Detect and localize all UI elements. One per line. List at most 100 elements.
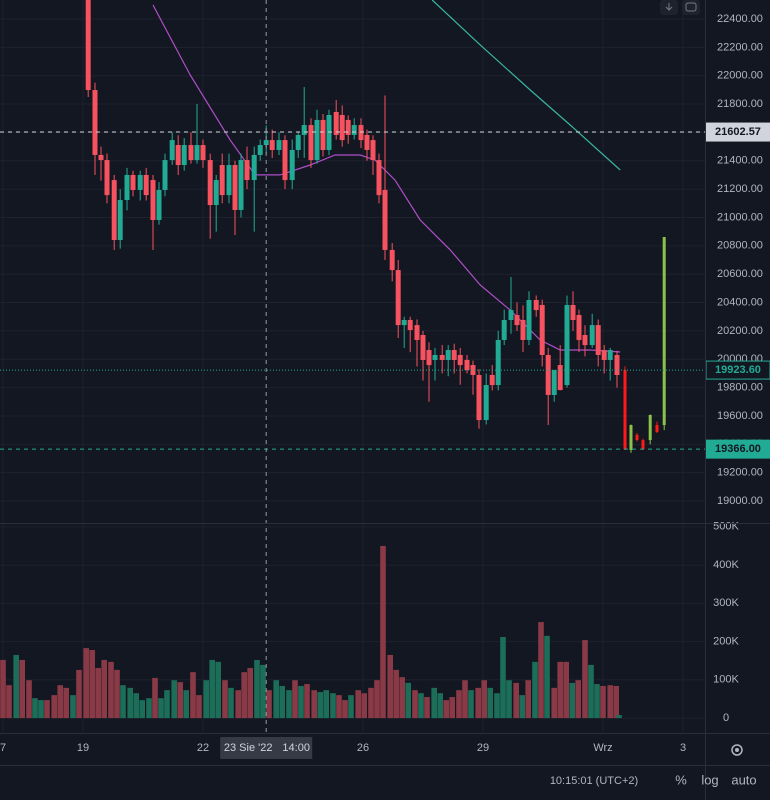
candle-body <box>263 140 269 146</box>
y-tick-label: 500K <box>713 521 739 533</box>
volume-bar <box>544 635 550 719</box>
volume-bar <box>500 636 506 719</box>
volume-bar <box>83 648 89 719</box>
settings-icon[interactable] <box>731 744 743 756</box>
candle-body <box>420 335 426 360</box>
candle-body <box>641 440 645 450</box>
y-tick-label: 19800.00 <box>717 382 763 394</box>
candle-body <box>662 237 666 426</box>
candle-body <box>370 140 376 161</box>
crosshair-date: 23 Sie '22 <box>224 742 273 754</box>
volume-bar <box>120 685 126 719</box>
price-label: 19366.00 <box>715 443 761 455</box>
button[interactable] <box>682 0 700 15</box>
volume-bar <box>468 690 474 719</box>
volume-bar <box>374 680 380 719</box>
candle-body <box>175 145 181 166</box>
volume-bar <box>600 685 606 719</box>
volume-bar <box>424 697 430 719</box>
volume-bar <box>108 661 114 719</box>
log-button[interactable]: log <box>701 772 718 787</box>
volume-bar <box>462 680 468 719</box>
volume-bar <box>525 680 531 719</box>
volume-bar <box>44 700 50 719</box>
volume-bar <box>431 687 437 719</box>
candle-body <box>635 434 639 441</box>
candle-body <box>407 319 413 331</box>
volume-bar <box>114 669 120 719</box>
candle-body <box>514 315 520 326</box>
candle-body <box>533 299 539 311</box>
candle-body <box>200 145 206 161</box>
pane-buttons[interactable] <box>660 0 700 15</box>
volume-bar <box>323 690 329 719</box>
candle-body <box>551 370 557 395</box>
candle-body <box>232 165 238 210</box>
volume-bar <box>481 680 487 719</box>
volume-bar <box>26 680 32 719</box>
volume-bar <box>405 682 411 719</box>
candle-body <box>345 119 351 135</box>
candle-body <box>470 365 476 375</box>
volume-bar <box>412 690 418 719</box>
candle-body <box>614 354 620 375</box>
volume-bar <box>418 693 424 719</box>
x-tick-label: 19 <box>77 742 89 754</box>
crosshair-time: 14:00 <box>282 742 310 754</box>
volume-bar <box>298 685 304 719</box>
volume-bar <box>32 698 38 719</box>
candle-body <box>451 350 457 360</box>
x-tick-label: 22 <box>197 742 209 754</box>
candle-body <box>194 145 200 161</box>
y-tick-label: 22000.00 <box>717 70 763 82</box>
volume-bar <box>273 680 279 719</box>
candle-body <box>251 154 257 181</box>
volume-bar <box>260 664 266 719</box>
candle-body <box>226 165 232 196</box>
candle-body <box>376 160 382 196</box>
volume-bar <box>196 695 202 719</box>
candle-body <box>520 319 526 340</box>
candle-body <box>629 425 633 450</box>
volume-bar <box>563 661 569 719</box>
x-tick-label: 26 <box>357 742 369 754</box>
volume-bar <box>557 661 563 719</box>
candle-body <box>495 339 501 386</box>
volume-bar <box>475 687 481 719</box>
candle-body <box>181 145 187 166</box>
volume-bar <box>399 677 405 719</box>
candle-body <box>401 319 407 326</box>
candle-body <box>320 119 326 150</box>
candle-body <box>389 249 395 271</box>
candle-body <box>364 134 370 150</box>
candle-body <box>333 112 339 135</box>
volume-bar <box>538 622 544 719</box>
candle-body <box>601 350 607 360</box>
y-tick-label: 20200.00 <box>717 325 763 337</box>
volume-bar <box>456 690 462 719</box>
candle-body <box>289 149 295 181</box>
volume-bar <box>532 661 538 719</box>
candle-body <box>150 180 156 221</box>
volume-bar <box>133 693 139 719</box>
candle-body <box>244 160 250 181</box>
candle-body <box>623 370 627 450</box>
auto-button[interactable]: auto <box>731 772 756 787</box>
y-tick-label: 20600.00 <box>717 268 763 280</box>
volume-bar <box>266 690 272 719</box>
volume-bar <box>292 680 298 719</box>
candle-body <box>339 114 345 141</box>
volume-bar <box>588 664 594 719</box>
volume-bar <box>494 693 500 719</box>
volume-bar <box>487 687 493 719</box>
volume-bar <box>177 682 183 719</box>
volume-bar <box>304 684 310 719</box>
volume-bar <box>57 685 63 719</box>
y-tick-label: 21800.00 <box>717 98 763 110</box>
candle-body <box>648 414 652 441</box>
volume-bar <box>0 659 6 719</box>
candle-body <box>595 325 601 355</box>
candle-body <box>589 325 595 346</box>
candle-body <box>238 160 244 210</box>
percent-button[interactable]: % <box>675 772 687 787</box>
